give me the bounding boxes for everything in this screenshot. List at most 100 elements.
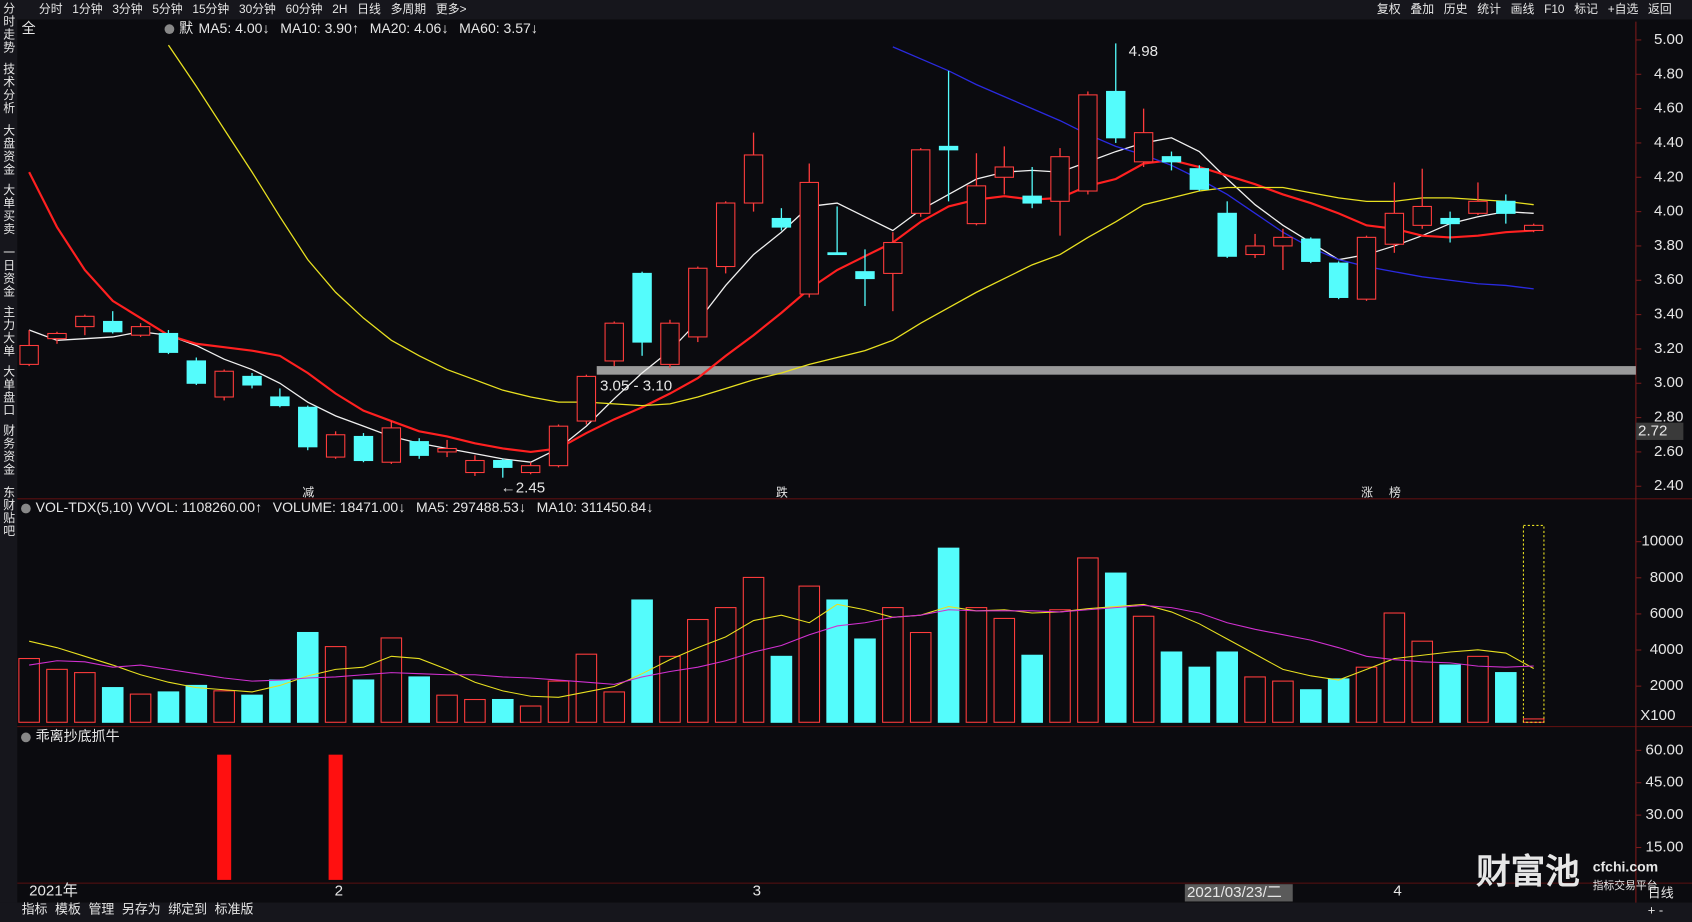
volume-bar (241, 694, 263, 723)
tool-button[interactable]: 画线 (1511, 2, 1535, 16)
y-tick-label: 6000 (1650, 605, 1684, 622)
tool-button[interactable]: 叠加 (1410, 2, 1434, 16)
side-tab[interactable]: 技术分析 (2, 63, 16, 115)
candle-body (1523, 224, 1544, 232)
volume-bar (1439, 664, 1461, 723)
candle-body (715, 202, 736, 268)
volume-bar (352, 679, 375, 723)
volume-bar (714, 607, 737, 723)
candle-body (353, 435, 374, 462)
side-tab[interactable]: 分时走势 (2, 2, 16, 54)
side-tab[interactable]: 东财贴吧 (2, 486, 16, 538)
y-tick-label: 3.20 (1654, 340, 1683, 357)
bottom-tab[interactable]: 管理 (88, 902, 114, 917)
candle-body (381, 427, 402, 463)
volume-bar (770, 655, 793, 723)
x-tick-label: 3 (753, 883, 761, 900)
legend-entry: MA5: 297488.53↓ (416, 499, 526, 515)
bottom-tab[interactable]: 模板 (55, 902, 81, 917)
candle-body (548, 425, 569, 467)
volume-bar (575, 653, 598, 723)
bottom-tab[interactable]: 标准版 (215, 902, 254, 917)
tool-button[interactable]: 统计 (1477, 2, 1501, 16)
bottom-tab[interactable]: 另存为 (122, 902, 161, 917)
volume-bar (1383, 612, 1406, 723)
period-label: 日线 (1648, 885, 1674, 900)
period-tab[interactable]: 更多> (436, 2, 467, 16)
volume-bar (1495, 672, 1517, 723)
volume-bar (1327, 678, 1350, 723)
volume-bar (129, 693, 152, 723)
period-tab[interactable]: 60分钟 (286, 2, 323, 16)
watermark-slogan: 指标交易平台 (1593, 879, 1658, 892)
candle-body (883, 241, 903, 274)
period-tab[interactable]: 1分钟 (72, 2, 102, 16)
side-tab[interactable]: 大盘资金 (2, 124, 16, 176)
x-tick-label: 2 (335, 883, 343, 900)
y-tick-label: 2.40 (1654, 477, 1683, 494)
volume-bar (547, 680, 570, 723)
volume-bar (491, 698, 514, 723)
icon (21, 503, 31, 514)
bottom-tab[interactable]: 绑定到 (168, 902, 207, 917)
tool-button[interactable]: 复权 (1377, 2, 1401, 16)
high-label: 4.98 (1129, 43, 1158, 60)
ma-line (167, 44, 1534, 407)
signal-marker: 减 (302, 486, 314, 500)
period-tab[interactable]: 2H (332, 2, 347, 16)
period-tab[interactable]: 多周期 (391, 2, 427, 16)
signal-bar (328, 754, 343, 880)
y-tick-label: 45.00 (1646, 774, 1684, 791)
period-tab[interactable]: 3分钟 (112, 2, 142, 16)
y-tick-label: 2.60 (1654, 443, 1683, 460)
volume-bar (380, 637, 403, 723)
volume-bar (324, 646, 347, 723)
tool-button[interactable]: 返回 (1648, 2, 1672, 16)
volume-bar (46, 668, 68, 723)
volume-bar (1077, 557, 1099, 723)
period-tab[interactable]: 分时 (39, 2, 63, 16)
tool-button[interactable]: 历史 (1444, 2, 1468, 16)
side-tab[interactable]: 一日资金 (2, 246, 16, 298)
candle-body (660, 322, 680, 365)
tool-button[interactable]: +自选 (1608, 2, 1639, 16)
candle-body (1273, 236, 1293, 247)
period-tab[interactable]: 5分钟 (152, 2, 182, 16)
volume-bar (101, 687, 124, 723)
candle-body (75, 315, 95, 328)
volume-bar (1299, 689, 1322, 723)
candle-body (576, 375, 597, 422)
y-tick-label: 5.00 (1654, 31, 1683, 48)
candle-body (242, 375, 262, 386)
volume-bar (1021, 654, 1043, 723)
volume-bar (519, 705, 542, 723)
side-tab[interactable]: 大单盘口 (2, 364, 16, 416)
candle-body (994, 166, 1015, 178)
legend-entry: MA20: 4.06↓ (370, 20, 449, 36)
y-tick-label: 4.80 (1654, 65, 1683, 82)
candle-body (298, 406, 318, 448)
side-tab[interactable]: 财务资金 (2, 424, 16, 476)
low-label: ←2.45 (501, 479, 546, 496)
y-tick-label: 4.00 (1654, 203, 1683, 220)
zoom-controls[interactable]: + - (1648, 903, 1663, 918)
period-tab[interactable]: 15分钟 (192, 2, 229, 16)
side-tab[interactable]: 大单买卖 (2, 183, 16, 235)
period-tab[interactable]: 日线 (357, 2, 381, 16)
tool-button[interactable]: F10 (1544, 2, 1565, 16)
candle-body (47, 332, 67, 340)
tool-button[interactable]: 标记 (1574, 2, 1598, 16)
candle-body (799, 181, 819, 295)
indicator-title: VOL-TDX(5,10) VVOL: 1108260.00↑ (36, 499, 262, 515)
candle-body (325, 434, 346, 458)
volume-bar (269, 679, 291, 723)
cursor-price-box (1635, 422, 1684, 440)
volume-bar (882, 607, 904, 723)
period-tab[interactable]: 30分钟 (239, 2, 276, 16)
bottom-tab[interactable]: 指标 (22, 902, 48, 917)
candle-body (911, 149, 931, 214)
candle-body (1133, 132, 1154, 163)
side-tab[interactable]: 主力大单 (2, 305, 16, 357)
candle-body (130, 326, 151, 336)
